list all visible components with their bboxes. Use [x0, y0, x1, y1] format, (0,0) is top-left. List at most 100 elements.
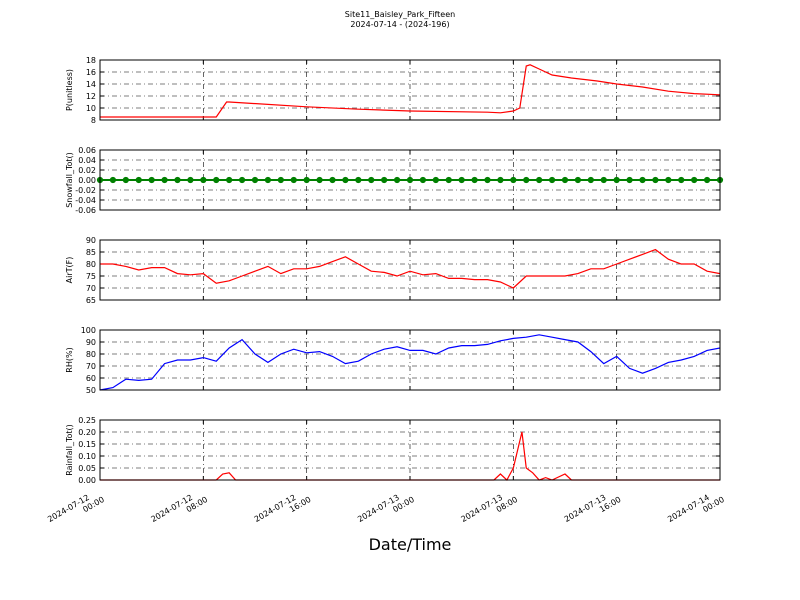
data-point	[109, 176, 117, 184]
y-tick-label: 100	[81, 326, 96, 335]
plot-frame	[99, 419, 721, 481]
y-tick-label: -0.04	[75, 196, 96, 205]
data-point	[213, 176, 220, 184]
y-tick-label: 0.00	[78, 176, 96, 185]
data-point	[200, 176, 207, 184]
y-axis-label: AirT(F)	[65, 257, 74, 284]
plot-frame	[99, 239, 721, 301]
data-point	[574, 176, 582, 184]
y-axis-label: Snowfall_Tot()	[65, 152, 74, 208]
y-axis-label: P(unitless)	[65, 69, 74, 111]
data-point	[368, 176, 375, 184]
y-tick-label: 12	[86, 92, 96, 101]
data-point	[626, 176, 633, 184]
y-tick-label: 50	[86, 386, 96, 395]
data-point	[393, 176, 401, 184]
figure-title: Site11_Baisley_Park_Fifteen	[345, 10, 455, 19]
y-axis-label: RH(%)	[65, 347, 74, 372]
y-axis-label: Rainfall_Tot()	[65, 424, 74, 476]
y-tick-label: 18	[86, 56, 96, 65]
data-point	[148, 176, 155, 184]
y-tick-label: 80	[86, 350, 96, 359]
data-point	[355, 176, 362, 184]
x-tick-label: 2024-07-1216:00	[253, 487, 313, 532]
data-point	[264, 176, 272, 184]
y-tick-label: 0.02	[78, 166, 96, 175]
data-point	[587, 176, 594, 184]
y-tick-label: 90	[86, 338, 96, 347]
plot-frame	[99, 59, 721, 121]
x-tick-label: 2024-07-1200:00	[46, 487, 106, 532]
x-tick-label: 2024-07-1300:00	[356, 487, 416, 532]
plot-frame	[99, 329, 721, 391]
data-point	[613, 176, 620, 184]
data-line	[100, 64, 721, 118]
data-point	[329, 176, 336, 184]
data-line	[100, 248, 721, 289]
data-point	[665, 176, 672, 184]
y-tick-label: 0.15	[78, 440, 96, 449]
x-tick-label: 2024-07-1208:00	[149, 487, 209, 532]
data-point	[691, 176, 698, 184]
y-tick-label: 75	[86, 272, 96, 281]
data-point	[458, 176, 465, 184]
data-point	[471, 176, 478, 184]
x-tick-label: 2024-07-1400:00	[666, 487, 726, 532]
y-tick-label: 0.20	[78, 428, 96, 437]
data-point	[652, 176, 659, 184]
y-tick-label: 0.06	[78, 146, 96, 155]
data-point	[678, 176, 685, 184]
data-point	[548, 176, 556, 184]
data-point	[497, 176, 504, 184]
data-point	[161, 176, 168, 184]
data-point	[432, 176, 439, 184]
x-axis-label: Date/Time	[369, 535, 452, 554]
y-tick-label: 0.25	[78, 416, 96, 425]
data-point	[316, 176, 323, 184]
data-point	[639, 176, 646, 184]
data-point	[484, 176, 491, 184]
data-line	[99, 334, 721, 391]
data-point	[187, 176, 194, 184]
data-point	[600, 176, 607, 184]
y-tick-label: 0.05	[78, 464, 96, 473]
data-point	[703, 176, 711, 184]
y-tick-label: 85	[86, 248, 96, 257]
y-tick-label: 8	[91, 116, 96, 125]
y-tick-label: 10	[86, 104, 96, 113]
data-point	[226, 176, 233, 184]
y-tick-label: 60	[86, 374, 96, 383]
data-point	[303, 176, 310, 184]
data-point	[536, 176, 543, 184]
data-point	[510, 176, 517, 184]
y-tick-label: 90	[86, 236, 96, 245]
data-point	[174, 176, 181, 184]
data-point	[342, 176, 349, 184]
y-tick-label: 0.04	[78, 156, 96, 165]
y-tick-label: 80	[86, 260, 96, 269]
data-point	[406, 176, 414, 184]
y-tick-label: 14	[86, 80, 96, 89]
data-point	[561, 176, 569, 184]
data-point	[277, 176, 284, 184]
data-point	[238, 176, 246, 184]
y-tick-label: 16	[86, 68, 96, 77]
y-tick-label: 70	[86, 362, 96, 371]
y-tick-label: -0.02	[75, 186, 96, 195]
data-point	[523, 176, 530, 184]
y-tick-label: 65	[86, 296, 96, 305]
data-point	[445, 176, 452, 184]
data-point	[251, 176, 259, 184]
y-tick-label: 0.10	[78, 452, 96, 461]
x-tick-label: 2024-07-1308:00	[459, 487, 519, 532]
data-point	[290, 176, 297, 184]
data-point	[419, 176, 427, 184]
data-point	[122, 176, 129, 184]
y-tick-label: -0.06	[75, 206, 96, 215]
y-tick-label: 70	[86, 284, 96, 293]
figure-subtitle: 2024-07-14 - (2024-196)	[350, 20, 449, 29]
x-tick-label: 2024-07-1316:00	[563, 487, 623, 532]
y-tick-label: 0.00	[78, 476, 96, 485]
data-line	[100, 431, 720, 481]
